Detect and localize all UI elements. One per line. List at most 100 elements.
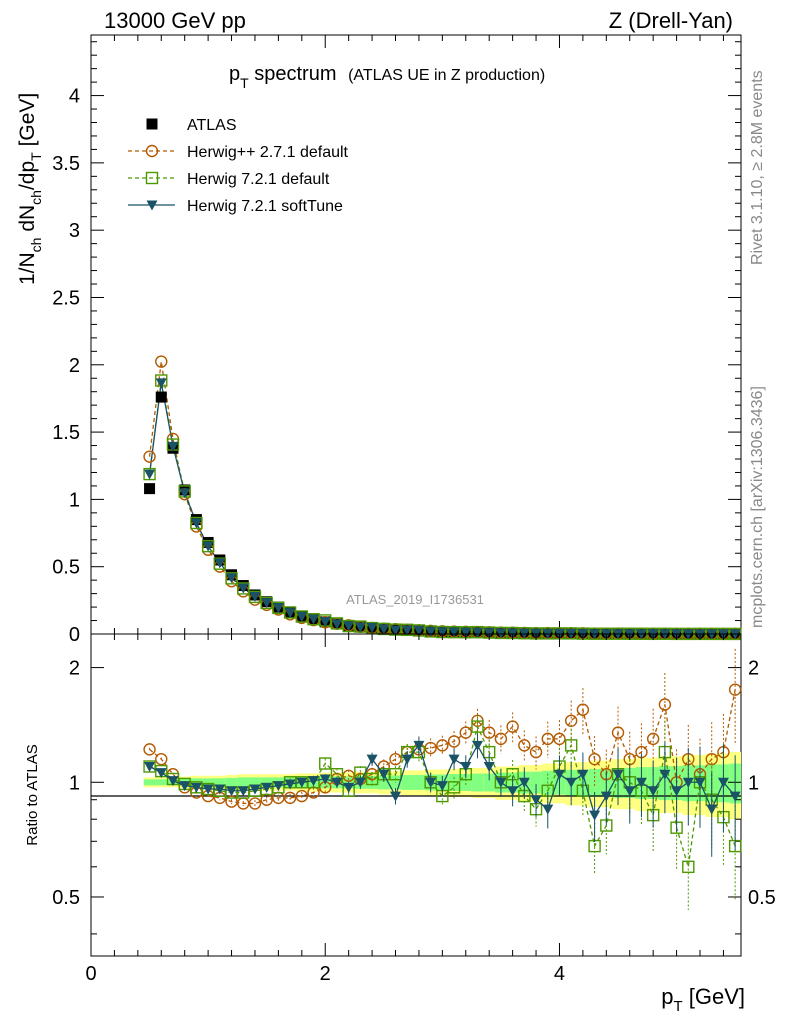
- mc-point: [378, 624, 390, 635]
- band-inner: [471, 773, 484, 792]
- legend-label: Herwig++ 2.7.1 default: [187, 144, 349, 161]
- ratio-point: [319, 774, 331, 785]
- band-inner: [143, 779, 156, 786]
- legend-marker: [145, 171, 159, 185]
- x-tick-label: 2: [320, 963, 331, 985]
- ratio-y-axis-label: Ratio to ATLAS: [24, 744, 41, 845]
- legend-label: Herwig 7.2.1 softTune: [187, 198, 343, 215]
- ratio-point: [308, 776, 320, 787]
- ratio-point: [436, 781, 448, 792]
- band-inner: [237, 777, 250, 788]
- y-tick-label: 4: [69, 86, 80, 108]
- ratio-point: [483, 762, 495, 773]
- mc-point: [390, 625, 402, 636]
- mc-point: [354, 622, 366, 633]
- y-tick-label: 2.5: [52, 287, 80, 309]
- band-inner: [459, 774, 472, 791]
- mc-point: [179, 488, 191, 499]
- ratio-point: [576, 703, 590, 716]
- ratio-point: [343, 782, 355, 793]
- band-inner: [155, 779, 168, 786]
- mc-point: [144, 469, 156, 480]
- ratio-point: [706, 804, 718, 815]
- ratio-point: [658, 698, 672, 711]
- ratio-point: [553, 732, 566, 746]
- legend: ATLAS Herwig++ 2.7.1 default Herwig 7.2.1 …: [128, 117, 349, 215]
- ratio-point: [424, 741, 437, 755]
- ratio-point: [390, 791, 402, 802]
- band-inner: [260, 777, 273, 788]
- ratio-point: [553, 769, 565, 780]
- ratio-point: [471, 740, 483, 751]
- mc-point: [155, 355, 168, 368]
- mc-point: [225, 572, 238, 585]
- ratio-point: [401, 754, 413, 765]
- mc-point: [366, 622, 378, 633]
- ratio-point: [179, 781, 191, 792]
- mc-point: [342, 619, 355, 633]
- ratio-point: [529, 745, 543, 759]
- mc-point: [202, 541, 214, 552]
- ratio-point: [564, 739, 578, 752]
- ratio-point: [237, 786, 249, 797]
- ratio-point: [413, 740, 425, 751]
- band-inner: [202, 778, 214, 787]
- mc-point: [296, 612, 308, 623]
- mc-point: [248, 590, 262, 604]
- ratio-point: [214, 784, 226, 795]
- main-y-axis-label: 1/Nch dNch/dpT [GeV]: [16, 93, 44, 285]
- ratio-point: [694, 777, 706, 788]
- mc-point: [495, 628, 507, 639]
- ratio-point: [659, 769, 671, 780]
- ratio-tick-label-right: 1: [748, 772, 759, 794]
- mc-point: [471, 627, 483, 638]
- title-rest: spectrum: [249, 63, 337, 85]
- ratio-point: [249, 784, 261, 795]
- mcplots-credit-text: mcplots.cern.ch [arXiv:1306.3436]: [749, 386, 766, 628]
- plot-title: pT spectrum (ATLAS UE in Z production): [229, 63, 545, 91]
- ratio-point: [460, 762, 472, 773]
- main-y-ticks: 0 0.5 1 1.5 2 2.5 3 3.5 4: [52, 41, 741, 646]
- ratio-point: [366, 754, 378, 765]
- main-panel: 0 0.5 1 1.5 2 2.5 3 3.5 4 ATLAS_2019_I1736531 pT…: [16, 34, 742, 646]
- ratio-point: [588, 752, 601, 766]
- ratio-point: [143, 743, 156, 756]
- ratio-point: [296, 777, 308, 788]
- ratio-point: [589, 810, 601, 821]
- y-tick-label: 0.5: [52, 557, 80, 579]
- ratio-point: [295, 789, 309, 803]
- mc-point: [331, 619, 343, 630]
- mc-point: [343, 621, 355, 632]
- title-p: p: [229, 63, 240, 85]
- mc-point: [425, 626, 437, 637]
- legend-marker: [146, 118, 158, 130]
- mc-point: [284, 608, 296, 619]
- ratio-point: [272, 781, 284, 792]
- analysis-watermark: ATLAS_2019_I1736531: [346, 592, 484, 607]
- mc-point: [214, 558, 226, 569]
- ratio-point: [155, 768, 167, 779]
- title-p-sub: T: [240, 75, 249, 91]
- mc-point: [260, 596, 273, 610]
- ratio-point: [167, 776, 179, 787]
- mc-point: [448, 627, 460, 638]
- ratio-point: [283, 791, 297, 805]
- band-inner: [588, 768, 601, 797]
- ratio-point: [646, 732, 660, 746]
- ratio-point: [682, 777, 694, 788]
- ratio-point: [728, 683, 742, 696]
- mc-point: [272, 601, 285, 615]
- ratio-tick-label-right: 0.5: [748, 887, 776, 909]
- mc-point: [213, 557, 227, 570]
- ratio-point: [507, 786, 519, 797]
- ratio-point: [541, 732, 554, 746]
- ratio-point: [471, 720, 484, 733]
- mc-point: [447, 625, 461, 639]
- legend-marker: [146, 200, 158, 211]
- ratio-point: [482, 726, 496, 739]
- band-inner: [225, 777, 238, 787]
- mc-point: [261, 598, 273, 609]
- ratio-point: [389, 752, 402, 766]
- mc-point: [307, 612, 320, 626]
- mc-point: [436, 627, 448, 638]
